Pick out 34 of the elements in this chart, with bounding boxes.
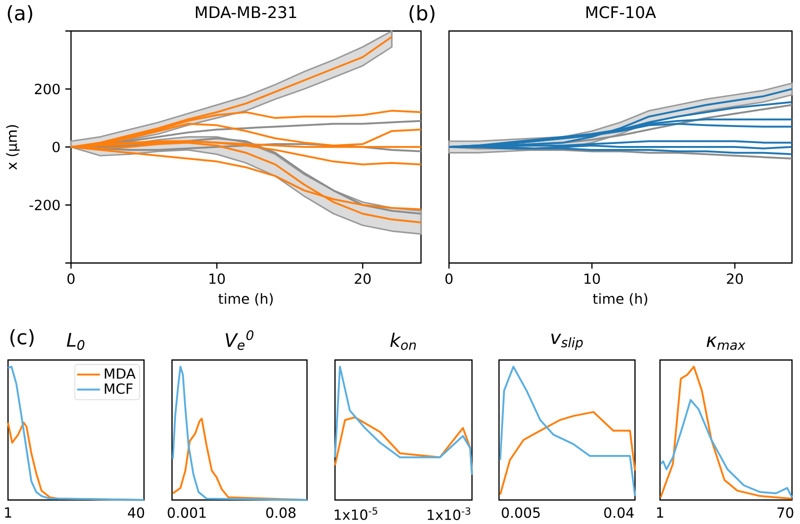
legend-label: MCF — [104, 383, 133, 394]
x-tick-label: 20 — [726, 273, 743, 284]
x-tick-label: 0.001 — [168, 507, 206, 518]
x-tick-label: 10 — [209, 273, 225, 284]
x-tick-label: 20 — [354, 273, 371, 284]
x-tick-label: 1x10$^{-3}$ — [428, 507, 470, 520]
legend-label: MDA — [104, 368, 136, 379]
y-tick-label: 0 — [52, 142, 60, 152]
chart-title: MCF-10A — [586, 6, 656, 18]
x-tick-label: 0.04 — [604, 507, 634, 518]
x-tick-label: 40 — [128, 507, 144, 518]
x-tick-label: 1 — [657, 507, 664, 518]
x-tick-label: 0 — [445, 273, 453, 284]
text: (c) — [10, 329, 34, 347]
chart-title: k$_{on}$ — [390, 332, 416, 350]
y-tick-label: -200 — [30, 200, 60, 210]
chart-title: V$_{e}$0 — [226, 330, 254, 350]
x-tick-label: 1 — [5, 507, 12, 518]
x-tick-label: 0.005 — [502, 507, 540, 518]
text: (b) — [410, 5, 434, 23]
x-axis-title: time (h) — [592, 293, 648, 306]
x-tick-label: 70 — [778, 507, 794, 518]
chart-title: v$_{slip}$ — [551, 334, 583, 350]
y-tick-label: 200 — [34, 84, 60, 94]
y-axis-title: x (µm) — [6, 125, 20, 170]
x-tick-label: 0.08 — [266, 507, 296, 518]
x-tick-label: 0 — [67, 273, 75, 284]
chart-title: κ$_{max}$ — [706, 336, 746, 350]
x-tick-label: 1x10$^{-5}$ — [334, 507, 378, 520]
chart-title: MDA-MB-231 — [196, 6, 296, 18]
chart-title: L$_{0}$ — [66, 333, 84, 350]
x-tick-label: 10 — [584, 273, 600, 284]
x-axis-title: time (h) — [218, 293, 273, 306]
text: (a) — [8, 5, 32, 23]
